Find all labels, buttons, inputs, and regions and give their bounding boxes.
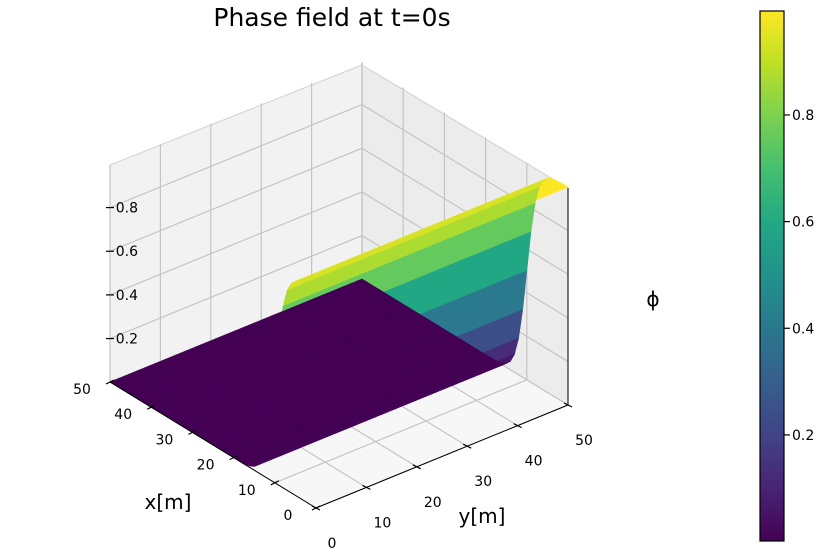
grid-line — [361, 147, 569, 275]
grid-line — [109, 191, 363, 296]
y-tick-mark — [513, 423, 522, 429]
colorbar-tick-label: 0.2 — [792, 428, 814, 444]
colorbar-gradient — [759, 10, 785, 542]
x-tick-mark — [105, 379, 115, 385]
x-tick-label: 20 — [197, 458, 215, 474]
x-tick-label: 30 — [155, 432, 173, 448]
x-tick-mark — [188, 429, 197, 435]
z-axis: 0.2 0.4 0.6 0.8 ϕ — [106, 188, 660, 405]
y-axis-line — [315, 404, 569, 509]
z-axis-label: ϕ — [646, 287, 659, 311]
x-tick-label: 50 — [73, 382, 91, 398]
y-tick-label: 40 — [525, 454, 543, 470]
x-tick-group: 0 10 20 30 40 50 — [73, 379, 321, 524]
y-tick-mark — [412, 464, 422, 470]
colorbar: 0.2 0.4 0.6 0.8 — [759, 10, 814, 542]
y-tick-label: 0 — [328, 536, 337, 552]
surface — [109, 177, 569, 467]
y-tick-label: 10 — [373, 515, 391, 531]
x-tick-label: 40 — [114, 407, 132, 423]
z-tick-label: 0.2 — [116, 332, 138, 348]
grid-line — [109, 104, 363, 209]
y-axis: 0 10 20 30 40 50 y[m] — [311, 402, 593, 552]
x-axis-line — [109, 381, 317, 509]
colorbar-tick-group: 0.2 0.4 0.6 0.8 — [784, 108, 814, 444]
colorbar-tick-label: 0.8 — [792, 108, 814, 124]
grid-line — [109, 147, 363, 252]
chart-title: Phase field at t=0s — [213, 3, 450, 32]
z-tick-group: 0.2 0.4 0.6 0.8 — [106, 201, 138, 348]
x-tick-mark — [270, 480, 280, 486]
grid-line — [109, 235, 363, 340]
z-tick-label: 0.6 — [116, 244, 138, 260]
x-tick-label: 0 — [284, 508, 293, 524]
y-tick-mark — [311, 505, 321, 511]
y-tick-mark — [362, 484, 371, 490]
colorbar-tick-label: 0.4 — [792, 321, 814, 337]
x-tick-mark — [229, 455, 238, 461]
y-tick-group: 0 10 20 30 40 50 — [311, 402, 593, 552]
y-tick-label: 30 — [474, 474, 492, 490]
x-axis: 0 10 20 30 40 50 x[m] — [73, 379, 321, 524]
y-tick-label: 50 — [575, 433, 593, 449]
y-tick-mark — [462, 443, 472, 449]
z-tick-label: 0.8 — [116, 201, 138, 217]
surface-patch — [356, 278, 367, 284]
x-tick-label: 10 — [238, 483, 256, 499]
x-axis-label: x[m] — [145, 490, 192, 514]
z-tick-label: 0.4 — [116, 288, 138, 304]
x-tick-mark — [146, 404, 156, 410]
colorbar-tick-label: 0.6 — [792, 215, 814, 231]
y-tick-label: 20 — [424, 495, 442, 511]
grid-line — [274, 379, 528, 484]
y-axis-label: y[m] — [459, 504, 506, 528]
